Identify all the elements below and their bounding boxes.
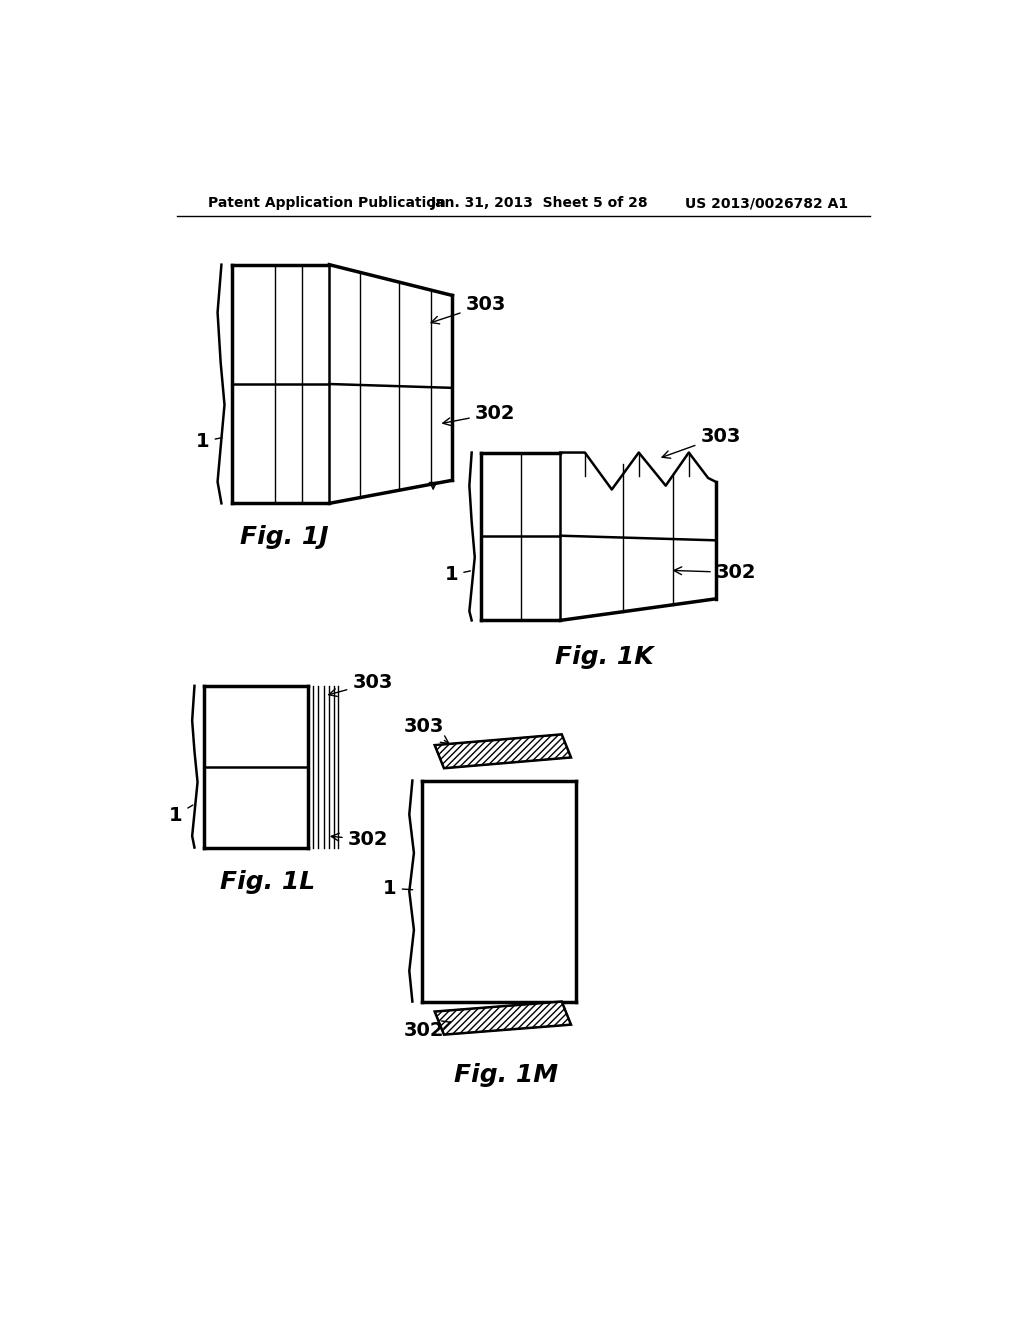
Text: Fig. 1L: Fig. 1L	[220, 870, 315, 894]
Text: 1: 1	[169, 805, 193, 825]
Text: 303: 303	[403, 717, 449, 743]
Text: 303: 303	[329, 673, 392, 697]
Text: 1: 1	[196, 432, 222, 451]
Text: 1: 1	[444, 565, 470, 585]
Text: 1: 1	[383, 879, 413, 898]
Text: Patent Application Publication: Patent Application Publication	[208, 197, 445, 210]
Text: Jan. 31, 2013  Sheet 5 of 28: Jan. 31, 2013 Sheet 5 of 28	[431, 197, 648, 210]
Text: 302: 302	[442, 404, 515, 425]
Text: Fig. 1J: Fig. 1J	[241, 525, 329, 549]
Polygon shape	[435, 1002, 571, 1035]
Text: US 2013/0026782 A1: US 2013/0026782 A1	[685, 197, 848, 210]
Text: 303: 303	[431, 296, 506, 323]
Text: 302: 302	[674, 564, 757, 582]
Polygon shape	[435, 734, 571, 768]
Text: 302: 302	[403, 1020, 451, 1040]
Text: 303: 303	[663, 426, 740, 458]
Text: Fig. 1K: Fig. 1K	[555, 645, 653, 669]
Text: Fig. 1M: Fig. 1M	[455, 1063, 558, 1086]
Text: 302: 302	[331, 830, 388, 849]
